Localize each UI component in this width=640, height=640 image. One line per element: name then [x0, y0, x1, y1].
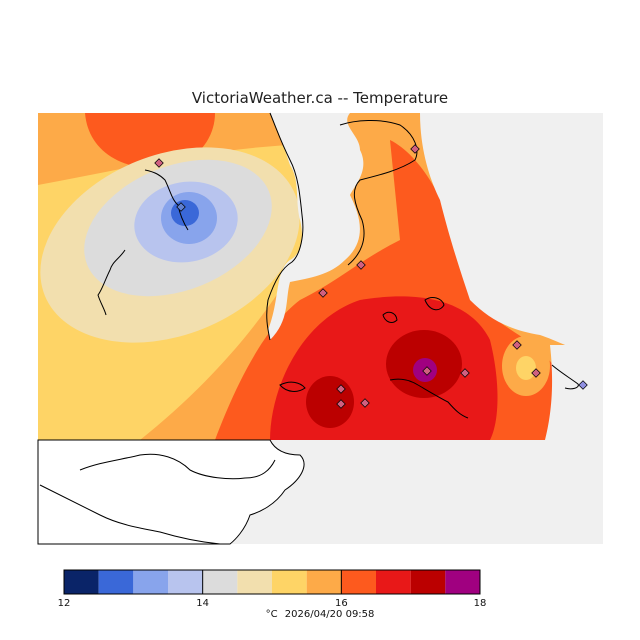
station-marker[interactable]	[512, 340, 522, 350]
station-marker[interactable]	[578, 380, 588, 390]
coast-far-east	[551, 364, 579, 390]
colorbar-caption: °C 2026/04/20 09:58	[0, 609, 640, 620]
station-marker[interactable]	[154, 158, 164, 168]
colorbar-bins	[64, 570, 480, 594]
station-marker[interactable]	[422, 366, 432, 376]
colorbar-bin-9	[376, 570, 411, 594]
map-timestamp: 2026/04/20 09:58	[284, 609, 375, 620]
colorbar-ticks: 12 14 16 18	[58, 570, 487, 609]
mask-top-right	[420, 113, 603, 360]
coast-bay	[389, 378, 469, 419]
station-marker[interactable]	[360, 398, 370, 408]
coast-right-upper	[339, 120, 418, 266]
colorbar-bin-6	[272, 570, 307, 594]
station-marker[interactable]	[356, 260, 366, 270]
station-marker[interactable]	[336, 399, 346, 409]
south-land	[37, 439, 305, 545]
mask-right-strip	[545, 345, 603, 440]
coast-small-isle-1	[279, 381, 306, 392]
coast-south-shore	[39, 484, 221, 545]
colorbar-bin-5	[237, 570, 272, 594]
station-marker[interactable]	[410, 144, 420, 154]
station-marker[interactable]	[460, 368, 470, 378]
station-marker[interactable]	[336, 384, 346, 394]
colorbar-bin-11	[445, 570, 480, 594]
temperature-field	[38, 113, 603, 440]
colorbar-bin-8	[341, 570, 376, 594]
coast-small-isle-3	[382, 311, 398, 323]
colorbar-bin-4	[202, 570, 238, 594]
coast-south-inner	[79, 453, 276, 480]
colorbar-bin-3	[168, 570, 203, 594]
coast-island-north	[144, 169, 189, 231]
colorbar-bin-0	[64, 570, 99, 594]
station-marker[interactable]	[318, 288, 328, 298]
coastlines	[39, 112, 579, 545]
masked-areas	[37, 113, 603, 545]
colorbar-tick-label: 18	[474, 598, 487, 609]
coast-peninsula-east	[266, 112, 304, 341]
band-15-15.5-local	[516, 356, 536, 380]
coast-small-isle-2	[424, 297, 445, 311]
station-marker[interactable]	[531, 368, 541, 378]
mask-northeast	[268, 113, 364, 340]
colorbar-bin-2	[133, 570, 168, 594]
colorbar-tick-label: 14	[196, 598, 209, 609]
coast-island-west	[97, 249, 126, 316]
colorbar-bin-10	[410, 570, 446, 594]
stations	[154, 144, 588, 409]
map-title: VictoriaWeather.ca -- Temperature	[191, 89, 449, 107]
colorbar-unit: °C	[265, 609, 278, 620]
colorbar-bin-1	[98, 570, 134, 594]
colorbar-tick-label: 12	[58, 598, 71, 609]
colorbar-bin-7	[306, 570, 342, 594]
colorbar-tick-label: 16	[335, 598, 348, 609]
station-marker[interactable]	[176, 202, 186, 212]
